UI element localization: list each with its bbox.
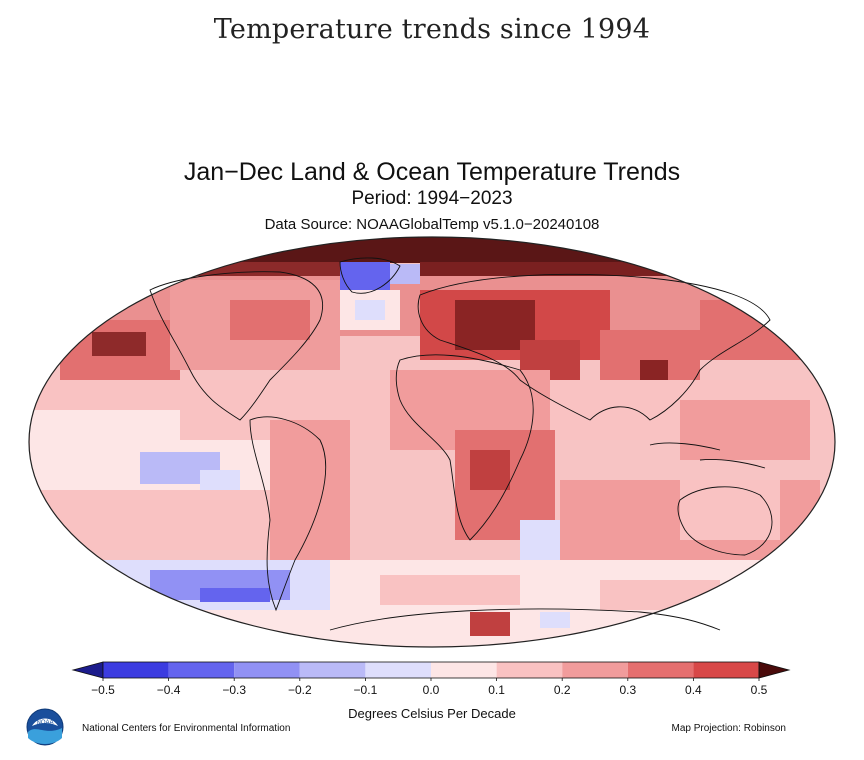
legend-tick-label: 0.4 [685, 683, 702, 697]
noaa-logo-icon: NOAA [26, 708, 64, 746]
legend-swatch [627, 662, 694, 678]
legend-swatch [234, 662, 300, 678]
legend-tick-label: −0.5 [91, 683, 115, 697]
legend-ticks: −0.5 −0.4 −0.3 −0.2 −0.1 0.0 0.1 0.2 0.3 0.4 0.5 [91, 678, 768, 697]
legend-tick-label: 0.1 [488, 683, 505, 697]
projection-label: Map Projection: Robinson [671, 723, 786, 734]
organization-label: National Centers for Environmental Infor… [82, 723, 291, 734]
legend-tick-label: −0.4 [157, 683, 181, 697]
legend-tick-label: 0.2 [554, 683, 571, 697]
legend-swatch [299, 662, 366, 678]
legend-swatch [431, 662, 497, 678]
legend-swatch [103, 662, 169, 678]
legend-swatch [693, 662, 759, 678]
legend-swatch [168, 662, 235, 678]
legend-colorbar [71, 661, 791, 679]
map-frame [28, 236, 836, 648]
legend-tick-label: −0.3 [222, 683, 246, 697]
map-data-source: Data Source: NOAAGlobalTemp v5.1.0−20240… [264, 216, 600, 233]
legend-under-arrow [71, 661, 104, 679]
legend-swatch [496, 662, 563, 678]
legend-swatch [562, 662, 628, 678]
legend-tick-label: 0.3 [619, 683, 636, 697]
coastlines [149, 257, 773, 631]
map-title: Jan−Dec Land & Ocean Temperature Trends [183, 158, 681, 186]
legend-title: Degrees Celsius Per Decade [348, 706, 516, 721]
legend-over-arrow [758, 661, 791, 679]
svg-text:NOAA: NOAA [36, 720, 53, 726]
legend-tick-label: −0.2 [288, 683, 312, 697]
legend-tick-label: 0.5 [751, 683, 768, 697]
legend-tick-label: −0.1 [354, 683, 378, 697]
page-heading: Temperature trends since 1994 [213, 14, 651, 45]
map-period: Period: 1994−2023 [351, 188, 513, 209]
legend-tick-label: 0.0 [423, 683, 440, 697]
legend-swatch [365, 662, 431, 678]
